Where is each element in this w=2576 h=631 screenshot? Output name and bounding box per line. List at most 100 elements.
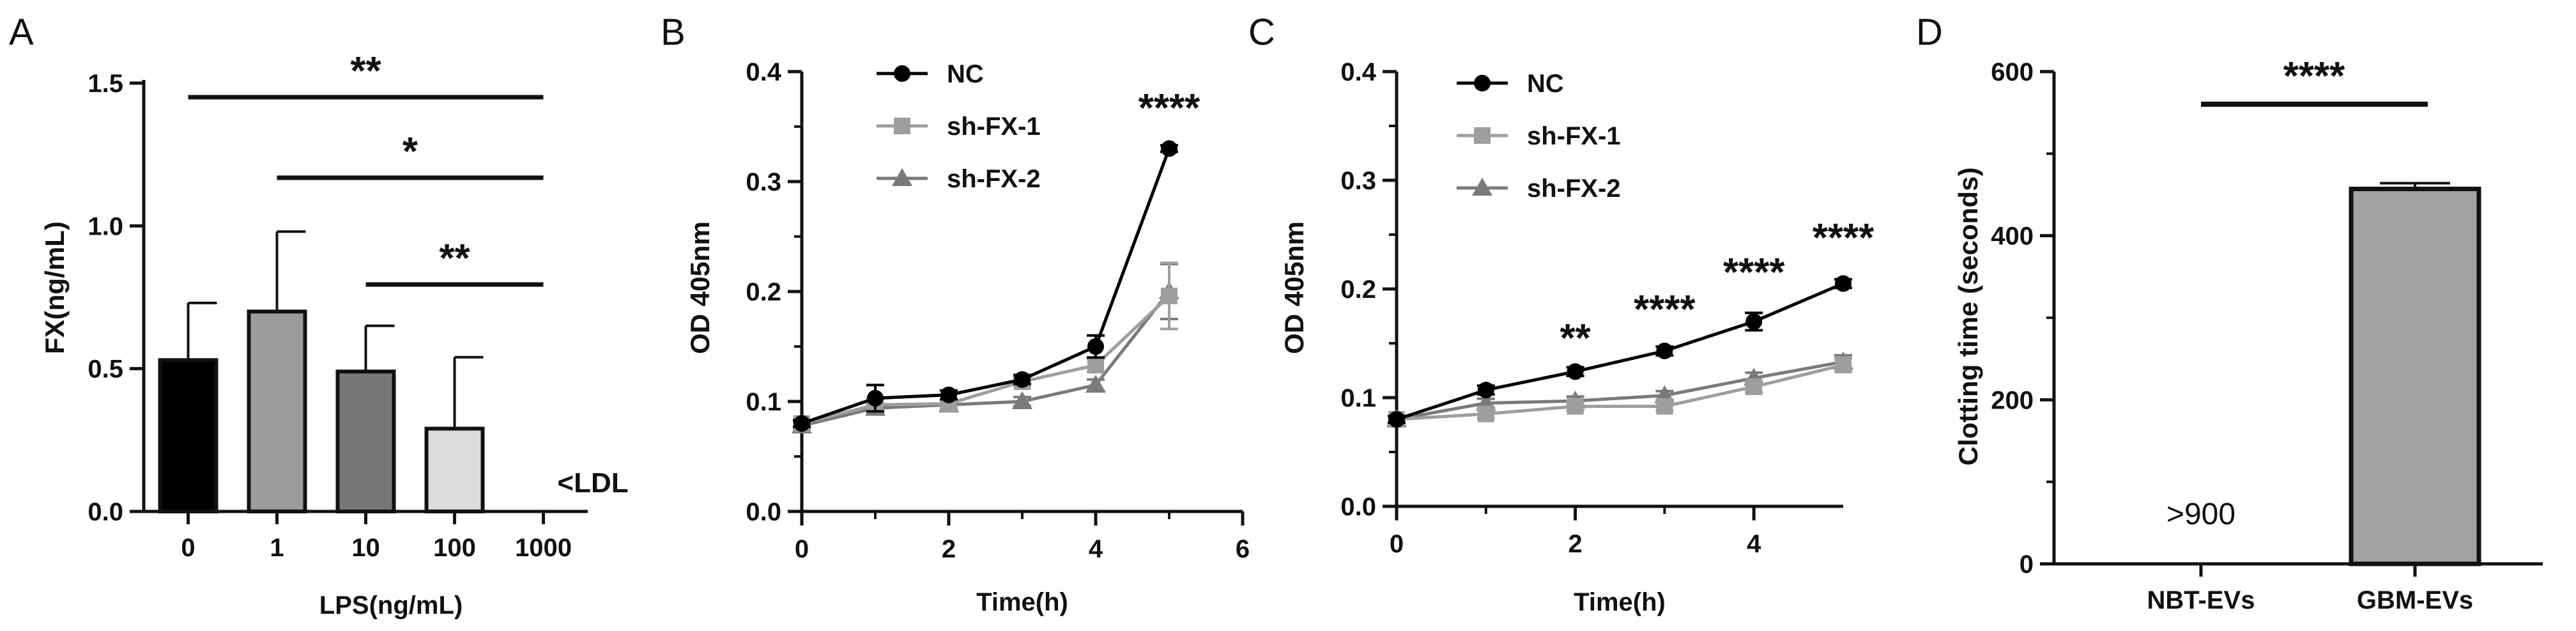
- significance-label: ****: [1138, 86, 1200, 130]
- legend-marker: [894, 65, 910, 82]
- panel-letter-a: A: [9, 12, 34, 53]
- x-tick-label-a: 1: [270, 534, 284, 562]
- axes-c: 0.0 0.1 0.2 0.3 0.4 0 2 4: [1340, 58, 1843, 558]
- x-tick-label-a: 10: [351, 534, 380, 562]
- significance-c: **************: [1560, 216, 1874, 361]
- xlabel-a: LPS(ng/mL): [319, 591, 463, 619]
- data-point-NC: [1835, 275, 1851, 292]
- x-axis-a: 0 1 10 100 1000: [144, 510, 588, 562]
- ylabel-a: FX(ng/mL): [40, 221, 70, 354]
- data-point-NC: [867, 389, 884, 407]
- legend-marker: [894, 118, 910, 134]
- data-point-sh-FX-1: [1087, 357, 1104, 374]
- significance-label: **: [1560, 316, 1591, 361]
- data-point-NC: [1014, 371, 1031, 388]
- x-tick-label: 4: [1747, 530, 1761, 558]
- data-point-sh-FX-2: [1012, 391, 1032, 409]
- x-tick-label-d: GBM-EVs: [2357, 586, 2473, 614]
- bar-a-100: [424, 426, 485, 514]
- significance-b: ****: [1138, 86, 1200, 130]
- x-tick-label: 2: [1568, 530, 1582, 558]
- bars-d: [2349, 182, 2481, 566]
- y-tick-label-d: 200: [1991, 386, 2034, 414]
- y-tick-label: 0.4: [746, 58, 781, 86]
- panel-b: B OD 405nm 0.0 0.1 0.2 0.3 0.4 0 2 4 6 Time(h) N…: [661, 12, 1250, 616]
- y-tick-label: 0.1: [1340, 384, 1376, 412]
- series-line-sh-FX-1: [1396, 363, 1844, 421]
- y-tick-label: 0.2: [1340, 276, 1376, 304]
- x-tick-label-a: 1000: [515, 534, 572, 562]
- bar-a-1: [247, 309, 307, 513]
- y-axis-d: 0 200 400 600: [1991, 58, 2056, 579]
- significance-label-a: **: [439, 237, 470, 281]
- significance-a: *****: [188, 49, 544, 287]
- over-900-annotation: >900: [2166, 497, 2235, 531]
- panel-letter-b: B: [661, 12, 686, 53]
- xlabel-c: Time(h): [1574, 588, 1666, 616]
- legend-label: sh-FX-1: [1527, 122, 1621, 150]
- legend-label: sh-FX-2: [947, 165, 1041, 193]
- y-tick-label-a: 1.0: [88, 212, 123, 240]
- data-point-NC: [1656, 342, 1673, 359]
- series-c: [1386, 275, 1853, 428]
- significance-label: ****: [1634, 288, 1696, 332]
- ylabel-b: OD 405nm: [685, 221, 715, 354]
- significance-label: ****: [1813, 216, 1874, 260]
- bar-a-0: [158, 358, 218, 513]
- ylabel-d: Clotting time (seconds): [1953, 167, 1983, 466]
- y-tick-label: 0.1: [746, 388, 781, 416]
- legend-marker: [1474, 75, 1491, 91]
- x-tick-label: 0: [795, 535, 809, 563]
- data-point-NC: [1477, 382, 1494, 399]
- significance-label-a: *: [402, 130, 418, 174]
- data-point-NC: [1567, 363, 1584, 380]
- bars-a: [158, 230, 485, 514]
- x-tick-label: 4: [1089, 535, 1103, 563]
- legend-label: NC: [947, 60, 984, 88]
- x-tick-label-a: 0: [181, 534, 195, 562]
- significance-label-a: **: [350, 49, 381, 93]
- y-tick-label-d: 600: [1991, 58, 2034, 86]
- data-point-NC: [1388, 411, 1405, 428]
- y-tick-label: 0.3: [746, 168, 781, 196]
- y-tick-label: 0.2: [746, 278, 781, 306]
- data-point-sh-FX-2: [1085, 375, 1106, 393]
- data-point-NC: [793, 415, 810, 432]
- legend-label: NC: [1527, 70, 1564, 98]
- ylabel-c: OD 405nm: [1279, 221, 1309, 354]
- x-tick-label: 6: [1236, 535, 1250, 563]
- axes-b: 0.0 0.1 0.2 0.3 0.4 0 2 4 6: [746, 58, 1250, 563]
- x-tick-label: 0: [1390, 530, 1404, 558]
- y-tick-label: 0.3: [1340, 167, 1376, 195]
- data-point-sh-FX-1: [1835, 357, 1851, 373]
- x-tick-label-a: 100: [433, 534, 476, 562]
- data-point-NC: [940, 386, 957, 403]
- series-line-NC: [1396, 282, 1844, 421]
- legend-label: sh-FX-2: [1527, 175, 1621, 203]
- data-point-sh-FX-1: [1567, 398, 1584, 415]
- legend-b: NC sh-FX-1 sh-FX-2: [877, 60, 1041, 193]
- data-point-NC: [1161, 140, 1177, 157]
- y-tick-label: 0.4: [1340, 58, 1376, 86]
- bar-d-GBM-EVs: [2349, 187, 2481, 566]
- data-point-sh-FX-1: [1745, 378, 1763, 395]
- y-tick-label-a: 1.5: [88, 70, 123, 98]
- data-point-sh-FX-1: [1656, 398, 1673, 415]
- legend-label: sh-FX-1: [947, 113, 1041, 141]
- y-tick-label-d: 0: [2020, 550, 2034, 579]
- panel-letter-c: C: [1248, 12, 1275, 53]
- y-axis-a: 0.0 0.5 1.0 1.5: [88, 70, 146, 526]
- panel-d: D Clotting time (seconds) 0 200 400 600 NBT…: [1916, 12, 2543, 614]
- significance-d: ****: [2201, 54, 2428, 107]
- y-tick-label: 0.0: [1340, 493, 1376, 521]
- legend-marker: [892, 168, 912, 186]
- xlabel-b: Time(h): [976, 588, 1068, 616]
- series-line-sh-FX-2: [801, 290, 1170, 428]
- legend-marker: [1472, 178, 1492, 196]
- bar-a-10: [335, 370, 396, 514]
- panel-a: A FX(ng/mL) 0.0 0.5 1.0 1.5 0 1 10 100 1000 LPS…: [9, 12, 629, 619]
- x-tick-label: 2: [942, 535, 956, 563]
- series-b: [792, 140, 1179, 433]
- y-tick-label: 0.0: [746, 498, 781, 526]
